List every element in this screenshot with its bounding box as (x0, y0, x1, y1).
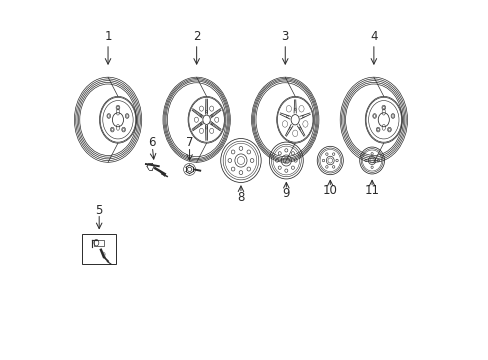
Text: 5: 5 (95, 204, 102, 217)
Text: 10: 10 (322, 184, 337, 198)
Text: 11: 11 (364, 184, 379, 198)
Ellipse shape (302, 121, 307, 127)
Ellipse shape (214, 117, 218, 122)
Ellipse shape (292, 130, 297, 136)
Text: 8: 8 (237, 190, 244, 203)
Ellipse shape (285, 105, 291, 112)
Ellipse shape (199, 128, 203, 134)
Text: 9: 9 (282, 187, 289, 200)
Ellipse shape (194, 117, 198, 122)
Ellipse shape (199, 106, 203, 111)
Text: 7: 7 (185, 136, 193, 149)
Text: 3: 3 (281, 30, 288, 43)
Text: 4: 4 (369, 30, 377, 43)
Ellipse shape (298, 105, 304, 112)
Text: 6: 6 (148, 136, 156, 149)
Bar (82, 234, 116, 264)
Ellipse shape (209, 128, 213, 134)
Text: 1: 1 (104, 30, 112, 43)
Text: 2: 2 (192, 30, 200, 43)
Ellipse shape (209, 106, 213, 111)
Bar (94, 240, 104, 246)
Ellipse shape (282, 121, 287, 127)
